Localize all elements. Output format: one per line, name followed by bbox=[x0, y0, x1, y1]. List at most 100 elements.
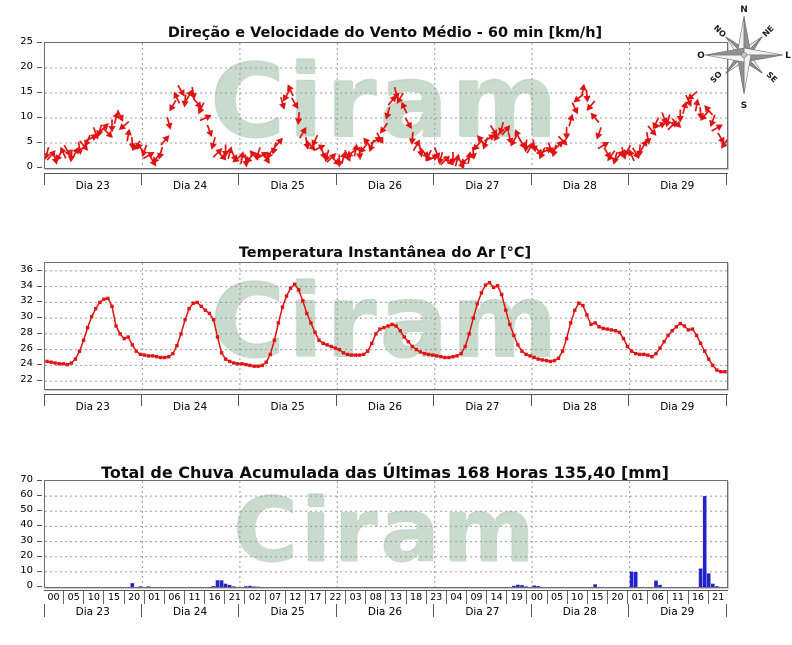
svg-text:NE: NE bbox=[761, 24, 776, 39]
wind-y-tick-mark bbox=[37, 67, 42, 68]
hour-tick-label: 13 bbox=[385, 591, 405, 604]
hour-tick-label: 16 bbox=[204, 591, 224, 604]
temp-y-tick-mark bbox=[37, 269, 42, 271]
hour-tick-label: 14 bbox=[486, 591, 506, 604]
rain-y-tick-mark bbox=[37, 510, 42, 512]
day-boundary-tick bbox=[335, 604, 337, 617]
temp-gridlines bbox=[45, 263, 727, 389]
day-boundary-tick bbox=[433, 174, 435, 185]
day-boundary-tick bbox=[238, 604, 240, 617]
rain-y-tick-mark bbox=[37, 525, 42, 527]
day-boundary-tick bbox=[530, 395, 532, 406]
day-label: Dia 25 bbox=[270, 401, 305, 413]
rain-y-axis: 0 10 20 30 40 50 60 70 bbox=[0, 475, 42, 591]
hour-tick-label: 17 bbox=[304, 591, 325, 604]
wind-plot-area: Ciram bbox=[44, 42, 728, 169]
day-boundary-tick bbox=[530, 174, 532, 185]
day-label: Dia 27 bbox=[465, 606, 500, 618]
hour-tick-label: 15 bbox=[103, 591, 123, 604]
temp-y-tick-label: 28 bbox=[20, 326, 33, 338]
wind-y-tick-label: 5 bbox=[26, 136, 33, 147]
day-label: Dia 24 bbox=[173, 606, 208, 618]
day-label: Dia 24 bbox=[173, 180, 208, 192]
rain-y-tick-label: 60 bbox=[20, 489, 33, 501]
hour-tick-label: 16 bbox=[687, 591, 708, 604]
hour-tick-label: 12 bbox=[284, 591, 305, 604]
day-boundary-tick bbox=[628, 604, 630, 617]
day-label: Dia 29 bbox=[660, 401, 695, 413]
hour-tick-label: 04 bbox=[445, 591, 466, 604]
temp-y-tick-mark bbox=[37, 348, 42, 350]
day-boundary-tick bbox=[725, 395, 727, 406]
hour-tick-label: 08 bbox=[365, 591, 385, 604]
day-label: Dia 28 bbox=[562, 401, 597, 413]
day-boundary-tick bbox=[238, 395, 240, 406]
hour-tick-label: 11 bbox=[183, 591, 204, 604]
day-boundary-tick bbox=[725, 604, 727, 617]
hour-tick-label: 02 bbox=[244, 591, 264, 604]
wind-gridlines bbox=[45, 43, 727, 168]
day-boundary-tick bbox=[433, 604, 435, 617]
temp-y-tick-mark bbox=[37, 332, 42, 334]
hour-tick-label: 15 bbox=[586, 591, 607, 604]
hour-tick-label: 18 bbox=[405, 591, 426, 604]
hour-tick-label: 07 bbox=[264, 591, 285, 604]
hour-tick-label: 00 bbox=[47, 592, 60, 603]
day-label: Dia 26 bbox=[367, 401, 403, 413]
hour-tick-label: 20 bbox=[123, 591, 144, 604]
day-label: Dia 24 bbox=[173, 401, 208, 413]
day-label: Dia 25 bbox=[270, 606, 305, 618]
rain-data-layer bbox=[45, 481, 727, 587]
rain-x-axis: Dia 23 Dia 24 Dia 25 Dia 26 Dia 27 Dia 28 Dia … bbox=[43, 604, 728, 624]
day-boundary-tick bbox=[433, 395, 435, 406]
day-boundary-tick bbox=[335, 395, 337, 406]
rain-y-tick-label: 40 bbox=[20, 519, 33, 531]
rain-y-tick-mark bbox=[37, 540, 42, 542]
wind-arrow-markers bbox=[45, 83, 727, 168]
compass-rose-icon: N S O L NE NO SE SO bbox=[694, 2, 792, 111]
rain-y-tick-mark bbox=[37, 555, 42, 557]
rain-y-tick-mark bbox=[37, 570, 42, 572]
hour-tick-label: 06 bbox=[163, 591, 184, 604]
day-boundary-tick bbox=[140, 604, 142, 617]
hour-tick-label: 19 bbox=[506, 591, 526, 604]
rain-bars bbox=[130, 496, 719, 587]
hour-tick-label: 22 bbox=[324, 591, 345, 604]
wind-y-tick-mark bbox=[37, 117, 42, 118]
wind-y-tick-mark bbox=[37, 92, 42, 93]
rain-y-tick-label: 30 bbox=[20, 534, 33, 546]
rain-hour-axis: 00 05 10 15 20 01 06 11 16 21 02 07 12 17 22 03 08 13 18 23… bbox=[44, 590, 728, 604]
rain-y-tick-label: 10 bbox=[20, 564, 33, 576]
day-boundary-tick bbox=[335, 174, 337, 185]
wind-y-tick-label: 20 bbox=[20, 61, 33, 72]
hour-tick-label: 06 bbox=[647, 591, 667, 604]
day-label: Dia 26 bbox=[367, 180, 403, 192]
wind-y-tick-label: 0 bbox=[26, 161, 33, 172]
day-label: Dia 26 bbox=[367, 606, 403, 618]
hour-tick-label: 20 bbox=[606, 591, 627, 604]
hour-tick-label: 00 bbox=[526, 591, 546, 604]
temp-y-tick-mark bbox=[37, 317, 42, 319]
temp-y-tick-label: 30 bbox=[20, 311, 33, 323]
day-boundary-tick bbox=[140, 395, 142, 406]
wind-y-tick-mark bbox=[37, 167, 42, 168]
temp-y-tick-mark bbox=[37, 380, 42, 382]
rain-y-tick-label: 50 bbox=[20, 504, 33, 516]
hour-tick-label: 03 bbox=[345, 591, 365, 604]
temp-y-tick-label: 32 bbox=[20, 295, 33, 307]
day-boundary-tick bbox=[530, 604, 532, 617]
wind-y-tick-label: 10 bbox=[20, 111, 33, 122]
hour-tick-label: 05 bbox=[546, 591, 567, 604]
day-label: Dia 28 bbox=[562, 180, 597, 192]
wind-y-tick-label: 15 bbox=[20, 86, 33, 97]
temperature-data-layer bbox=[45, 263, 727, 389]
day-label: Dia 29 bbox=[660, 606, 695, 618]
temp-y-tick-label: 22 bbox=[20, 374, 33, 386]
day-boundary-tick bbox=[628, 395, 630, 406]
wind-y-axis: 0 5 10 15 20 25 bbox=[0, 37, 42, 172]
day-boundary-tick bbox=[43, 395, 45, 406]
svg-text:O: O bbox=[697, 51, 705, 61]
temperature-y-axis: 22 24 26 28 30 32 34 36 bbox=[0, 262, 42, 388]
temp-y-tick-label: 24 bbox=[20, 358, 33, 370]
wind-y-tick-mark bbox=[37, 142, 42, 143]
